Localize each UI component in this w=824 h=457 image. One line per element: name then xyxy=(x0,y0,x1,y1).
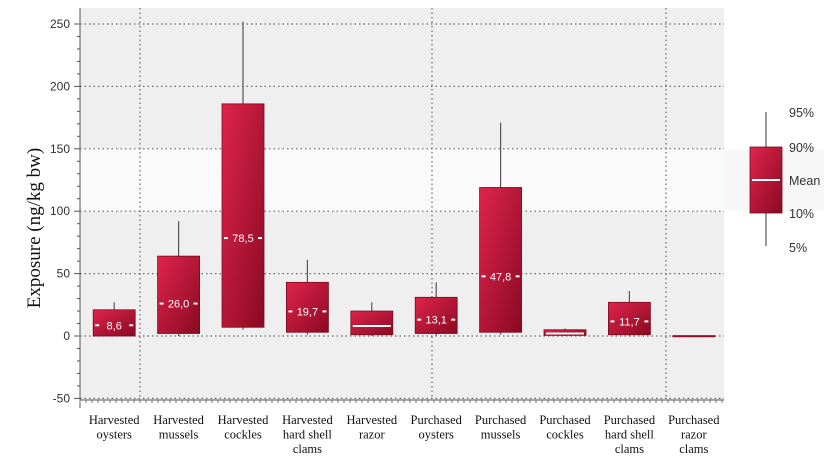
mean-data-label: 19,7 xyxy=(297,306,318,318)
y-tick-label: -50 xyxy=(53,391,71,405)
box-item: 8,6 xyxy=(92,302,136,337)
x-category-label-line: oysters xyxy=(96,428,132,442)
y-tick-label: 150 xyxy=(50,142,70,156)
y-tick-label: 50 xyxy=(57,267,71,281)
x-category-label-line: Purchased xyxy=(475,413,527,427)
x-category-label: Harvested hard shell clams xyxy=(282,413,333,456)
box xyxy=(479,187,523,333)
box xyxy=(414,296,458,334)
x-category-label: Purchased hard shell clams xyxy=(604,413,656,456)
x-category-label-line: clams xyxy=(615,442,644,456)
x-category-label-line: mussels xyxy=(159,428,199,442)
box xyxy=(285,281,329,333)
y-axis-label: Exposure (ng/kg bw) xyxy=(24,148,45,308)
x-category-label-line: razor xyxy=(359,428,386,442)
box-item xyxy=(672,335,716,338)
axes xyxy=(74,8,724,408)
box xyxy=(221,103,265,328)
mean-data-label: 78,5 xyxy=(232,233,253,245)
box xyxy=(672,335,716,338)
x-category-label-line: hard shell xyxy=(605,428,654,442)
x-category-label: Harvested razor xyxy=(346,413,397,442)
plot-background xyxy=(80,8,824,400)
mean-data-label: 26,0 xyxy=(168,299,189,311)
box-item xyxy=(543,328,587,336)
x-category-label: Purchased cockles xyxy=(539,413,591,442)
x-category-label-line: cockles xyxy=(224,428,262,442)
x-category-label: Harvested oysters xyxy=(89,413,140,442)
box xyxy=(92,309,136,337)
x-category-label-line: clams xyxy=(293,442,322,456)
legend-label-p90: 90% xyxy=(789,141,814,155)
x-category-label-line: Harvested xyxy=(89,413,140,427)
box-item: 78,5 xyxy=(221,21,265,330)
x-category-label-line: oysters xyxy=(418,428,454,442)
mean-data-label: 8,6 xyxy=(107,320,122,332)
box xyxy=(608,301,651,336)
y-tick-label: 0 xyxy=(63,329,70,343)
mean-data-label: 13,1 xyxy=(425,315,446,327)
y-tick-label: 100 xyxy=(50,204,70,218)
box-item: 26,0 xyxy=(157,221,201,336)
x-category-label-line: clams xyxy=(679,442,708,456)
x-category-label-line: hard shell xyxy=(283,428,332,442)
x-category-label-line: mussels xyxy=(481,428,521,442)
box xyxy=(157,255,201,334)
mean-data-label: 47,8 xyxy=(490,271,511,283)
boxes: 8,6 26,0 78,5 19,7 13,1 47,8 11,7 xyxy=(92,21,716,338)
x-category-label-line: Purchased xyxy=(668,413,720,427)
x-category-label-line: Purchased xyxy=(411,413,463,427)
y-tick-label: 250 xyxy=(50,17,70,31)
x-category-label: Harvested cockles xyxy=(218,413,269,442)
legend: 95% 90% Mean 10% 5% xyxy=(749,106,820,255)
x-category-label-line: Harvested xyxy=(153,413,204,427)
box-item: 11,7 xyxy=(608,291,651,336)
box xyxy=(350,310,394,336)
x-category-label-line: Harvested xyxy=(346,413,397,427)
grid-lines xyxy=(80,8,724,400)
mean-data-label: 11,7 xyxy=(619,316,640,328)
legend-label-p5: 5% xyxy=(789,241,807,255)
x-category-label: Harvested mussels xyxy=(153,413,204,442)
x-category-label: Purchased mussels xyxy=(475,413,527,442)
x-category-label-line: Purchased xyxy=(604,413,656,427)
x-category-label-line: Harvested xyxy=(282,413,333,427)
box-item: 19,7 xyxy=(285,259,329,335)
plot-band xyxy=(80,148,724,212)
box-item: 47,8 xyxy=(479,122,523,335)
x-category-label: Purchased oysters xyxy=(411,413,463,442)
box-item: 13,1 xyxy=(414,282,458,336)
legend-label-p95: 95% xyxy=(789,106,814,120)
x-category-label: Purchased razor clams xyxy=(668,413,720,456)
legend-label-mean: Mean xyxy=(789,174,820,188)
y-axis-ticks: -50 0 50 100 150 200 250 xyxy=(50,17,70,405)
y-tick-label: 200 xyxy=(50,79,70,93)
x-category-label-line: Harvested xyxy=(218,413,269,427)
legend-label-p10: 10% xyxy=(789,207,814,221)
box-item xyxy=(350,302,394,336)
x-category-label-line: Purchased xyxy=(539,413,591,427)
x-category-label-line: razor xyxy=(681,428,708,442)
x-category-label-line: cockles xyxy=(546,428,584,442)
